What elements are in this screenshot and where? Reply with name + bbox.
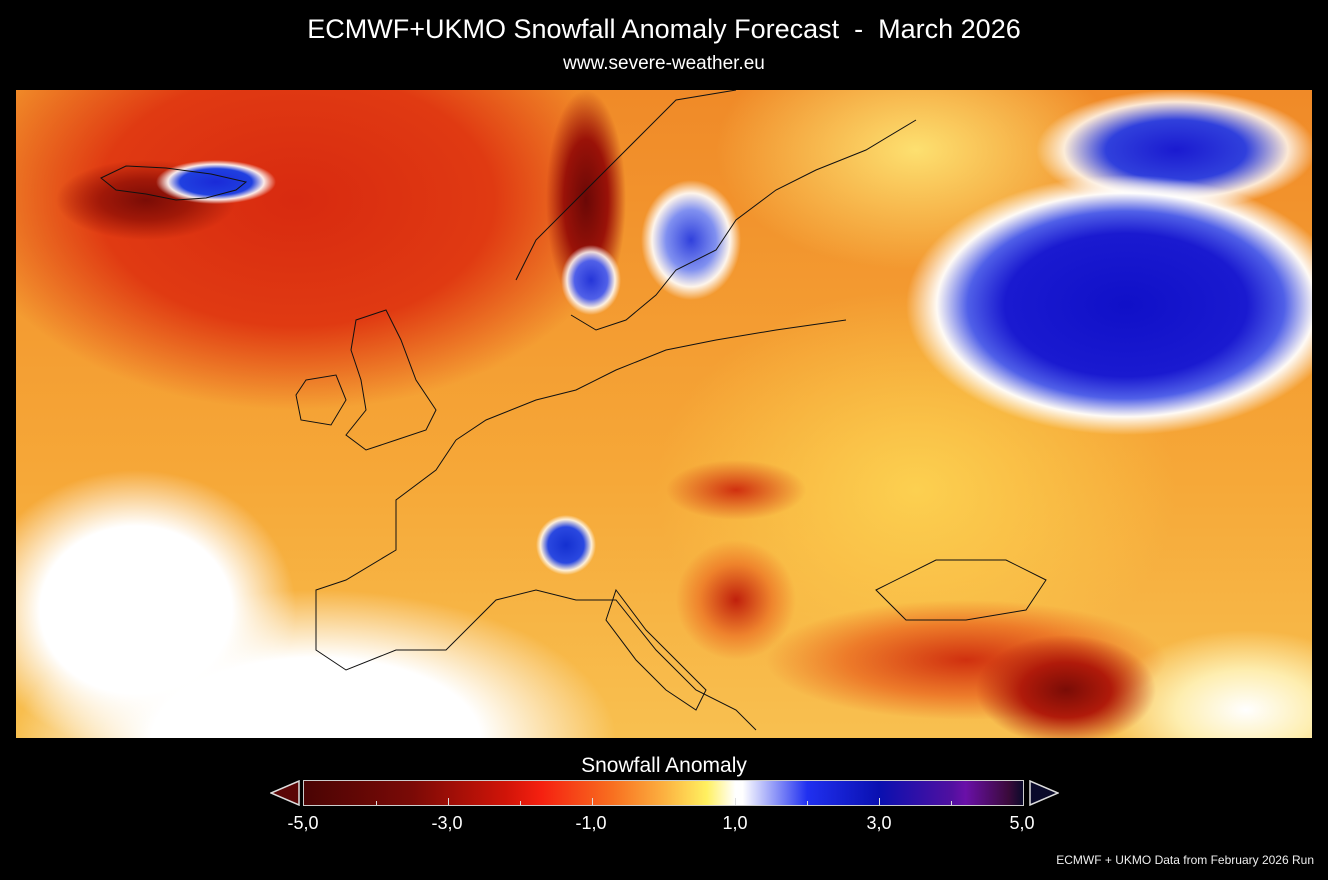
colorbar-tick-label: -3,0 [431, 813, 463, 833]
colorbar-title: Snowfall Anomaly [581, 754, 747, 777]
colorbar-tick [519, 801, 521, 805]
colorbar-tick-label: 3,0 [866, 813, 892, 833]
scandinavia-outline [515, 90, 917, 331]
italy-outline [605, 588, 707, 711]
black-sea-outline [875, 559, 1047, 621]
continental-coast [315, 319, 847, 731]
colorbar-tick [447, 798, 449, 805]
iceland-outline [100, 165, 248, 201]
colorbar-tick-label: 1,0 [722, 813, 748, 833]
great-britain-outline [345, 309, 437, 451]
colorbar-tick-label: -5,0 [287, 813, 319, 833]
colorbar-tick [951, 801, 953, 805]
colorbar-tick [807, 801, 809, 805]
colorbar-min-extend-arrow [270, 780, 300, 806]
ireland-outline [295, 374, 347, 426]
colorbar-tick-label: -1,0 [575, 813, 607, 833]
colorbar-tick [591, 798, 593, 805]
snowfall-anomaly-map [16, 90, 1312, 738]
colorbar-tick-label: 5,0 [1009, 813, 1035, 833]
colorbar-tick [735, 798, 737, 805]
website-url: www.severe-weather.eu [563, 53, 765, 74]
colorbar-max-extend-arrow [1029, 780, 1059, 806]
map-title: ECMWF+UKMO Snowfall Anomaly Forecast - M… [307, 14, 1021, 44]
colorbar [303, 780, 1024, 806]
data-credit: ECMWF + UKMO Data from February 2026 Run [1056, 853, 1314, 867]
colorbar-tick [375, 801, 377, 805]
colorbar-tick [879, 798, 881, 805]
coastlines-borders [100, 90, 1047, 731]
